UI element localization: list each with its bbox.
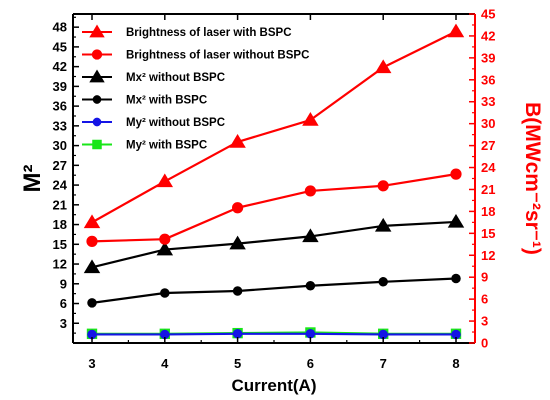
y-right-tick-label: 21 bbox=[481, 182, 495, 197]
series-0 bbox=[83, 23, 465, 229]
y-right-tick-label: 9 bbox=[481, 270, 488, 285]
y-right-tick-label: 6 bbox=[481, 292, 488, 307]
data-point bbox=[83, 259, 101, 274]
y-left-tick-label: 9 bbox=[60, 276, 67, 291]
y-right-tick-label: 24 bbox=[481, 160, 496, 175]
x-tick-label: 5 bbox=[234, 356, 241, 371]
y-right-tick-label: 45 bbox=[481, 7, 495, 22]
data-point bbox=[229, 133, 246, 148]
data-point bbox=[447, 23, 465, 38]
data-point bbox=[232, 202, 244, 214]
data-point bbox=[302, 112, 319, 126]
y-left-tick-label: 30 bbox=[53, 138, 67, 153]
series-2 bbox=[83, 213, 465, 274]
data-point bbox=[305, 329, 316, 339]
legend-entry: Brightness of laser without BSPC bbox=[82, 49, 309, 62]
y-left-tick-label: 18 bbox=[53, 217, 67, 232]
y-left-tick-label: 15 bbox=[53, 237, 67, 252]
y-left-tick-label: 24 bbox=[53, 178, 68, 193]
y-left-tick-label: 3 bbox=[60, 316, 67, 331]
y-left-tick-label: 33 bbox=[53, 118, 67, 133]
legend-label: Mx² with BSPC bbox=[126, 95, 207, 107]
y-left-tick-label: 36 bbox=[53, 99, 67, 114]
series-4 bbox=[87, 329, 461, 340]
y-right-tick-label: 39 bbox=[481, 50, 495, 65]
y-right-tick-label: 12 bbox=[481, 248, 495, 263]
y-left-tick-label: 45 bbox=[53, 39, 67, 54]
y-right-tick-label: 33 bbox=[481, 94, 495, 109]
series-3 bbox=[87, 273, 461, 308]
y-left-tick-label: 39 bbox=[53, 79, 67, 94]
y-right-tick-label: 0 bbox=[481, 336, 488, 351]
legend-entry: Mx² with BSPC bbox=[82, 95, 207, 107]
x-tick-label: 3 bbox=[88, 356, 95, 371]
legend-marker bbox=[89, 24, 105, 38]
data-point bbox=[232, 286, 243, 296]
y-left-tick-label: 42 bbox=[53, 59, 67, 74]
y-right-tick-label: 15 bbox=[481, 226, 495, 241]
y-left-tick-label: 21 bbox=[53, 197, 67, 212]
data-point bbox=[451, 273, 461, 284]
legend-label: My² without BSPC bbox=[126, 117, 225, 129]
data-point bbox=[450, 168, 462, 180]
legend-marker bbox=[91, 49, 103, 60]
y-right-tick-label: 30 bbox=[481, 116, 495, 131]
x-axis-title: Current(A) bbox=[232, 376, 317, 395]
y-right-tick-label: 18 bbox=[481, 204, 495, 219]
series-line bbox=[91, 220, 457, 269]
data-point bbox=[378, 277, 388, 287]
legend-entry: My² without BSPC bbox=[82, 117, 225, 129]
legend-label: My² with BSPC bbox=[126, 140, 207, 152]
series-line bbox=[91, 277, 457, 304]
x-tick-label: 6 bbox=[307, 356, 314, 371]
data-point bbox=[156, 241, 174, 256]
data-point bbox=[232, 329, 243, 339]
data-point bbox=[305, 281, 316, 291]
legend-marker bbox=[92, 139, 102, 150]
plot-layer bbox=[83, 23, 465, 340]
series-line bbox=[91, 30, 457, 224]
x-tick-label: 8 bbox=[452, 356, 459, 371]
data-point bbox=[87, 298, 97, 308]
legend-label: Brightness of laser with BSPC bbox=[126, 27, 292, 39]
y-right-tick-label: 3 bbox=[481, 314, 488, 329]
series-line bbox=[91, 173, 457, 243]
x-tick-label: 7 bbox=[380, 356, 387, 371]
legend-marker bbox=[89, 69, 105, 83]
data-point bbox=[374, 59, 392, 74]
legend: Brightness of laser with BSPC Brightness … bbox=[82, 24, 309, 152]
legend-entry: Brightness of laser with BSPC bbox=[82, 24, 292, 39]
series-1 bbox=[86, 168, 462, 247]
legend-label: Brightness of laser without BSPC bbox=[126, 50, 309, 62]
data-point bbox=[159, 233, 171, 245]
data-point bbox=[377, 180, 389, 192]
legend-entry: Mx² without BSPC bbox=[82, 69, 225, 84]
legend-marker bbox=[92, 117, 102, 127]
data-point bbox=[447, 213, 465, 228]
y-right-tick-label: 36 bbox=[481, 72, 495, 87]
axes-layer: 3 4 5 6 7 83691215182124273033363942454803691… bbox=[19, 7, 544, 396]
legend-label: Mx² without BSPC bbox=[126, 72, 225, 84]
y-right-tick-label: 42 bbox=[481, 28, 495, 43]
legend-entry: My² with BSPC bbox=[82, 140, 207, 152]
x-tick-label: 4 bbox=[161, 356, 169, 371]
y-left-tick-label: 6 bbox=[60, 296, 67, 311]
data-point bbox=[374, 217, 392, 232]
data-point bbox=[156, 173, 174, 188]
series-line bbox=[92, 332, 456, 336]
data-point bbox=[229, 235, 246, 250]
data-point bbox=[302, 228, 319, 243]
y-left-tick-label: 27 bbox=[53, 158, 67, 173]
y-right-axis-title: B(MWcm⁻²sr⁻¹) bbox=[521, 102, 544, 255]
y-right-tick-label: 27 bbox=[481, 138, 495, 153]
y-left-tick-label: 12 bbox=[53, 257, 67, 272]
data-point bbox=[160, 288, 170, 298]
y-left-tick-label: 48 bbox=[53, 20, 67, 35]
legend-marker bbox=[92, 95, 102, 104]
y-left-axis-title: M² bbox=[19, 165, 46, 193]
data-point bbox=[304, 185, 316, 197]
data-point bbox=[83, 214, 101, 229]
data-point bbox=[86, 235, 98, 247]
